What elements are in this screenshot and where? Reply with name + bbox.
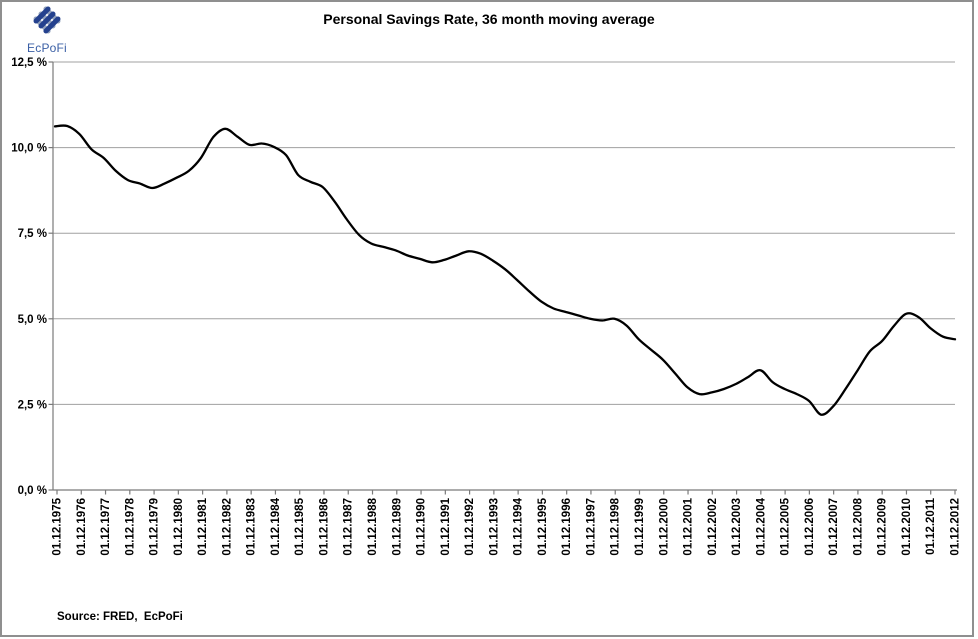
y-axis-label: 0,0 % — [18, 485, 47, 497]
x-axis-label: 01.12.2011 — [925, 497, 937, 555]
ecpofi-logo-icon — [33, 6, 61, 34]
x-axis-label: 01.12.2010 — [901, 498, 913, 556]
x-axis-label: 01.12.1978 — [124, 497, 136, 555]
x-axis-label: 01.12.2009 — [877, 498, 889, 556]
x-axis-label: 01.12.2004 — [755, 497, 767, 555]
x-axis-label: 01.12.2012 — [950, 498, 962, 556]
x-axis-label: 01.12.2008 — [852, 497, 864, 555]
x-axis-label: 01.12.1979 — [149, 498, 161, 556]
x-axis-label: 01.12.1986 — [318, 498, 330, 556]
x-axis-label: 01.12.1982 — [221, 498, 233, 556]
x-axis-label: 01.12.2005 — [780, 497, 792, 555]
x-axis-label: 01.12.2006 — [804, 498, 816, 556]
x-axis-label: 01.12.2002 — [707, 498, 719, 556]
x-axis-label: 01.12.1998 — [610, 497, 622, 555]
x-axis-label: 01.12.1988 — [367, 497, 379, 555]
x-axis-label: 01.12.1977 — [100, 498, 112, 556]
chart-title: Personal Savings Rate, 36 month moving a… — [323, 11, 655, 27]
x-axis-label: 01.12.1993 — [488, 498, 500, 556]
x-axis-label: 01.12.1990 — [416, 498, 428, 556]
x-axis-label: 01.12.1991 — [440, 497, 452, 555]
x-axis-label: 01.12.2007 — [828, 498, 840, 556]
x-axis-label: 01.12.1983 — [246, 498, 258, 556]
x-axis-label: 01.12.1981 — [197, 497, 209, 555]
y-axis-label: 5,0 % — [18, 314, 47, 326]
x-axis-label: 01.12.1996 — [561, 498, 573, 556]
x-axis-label: 01.12.1989 — [391, 498, 403, 556]
source-note: Source: FRED, EcPoFi — [57, 611, 183, 623]
logo: EcPoFi — [17, 3, 77, 55]
y-axis-label: 2,5 % — [18, 399, 47, 411]
x-axis-label: 01.12.1992 — [464, 498, 476, 556]
x-axis-label: 01.12.1984 — [270, 497, 282, 555]
x-axis-label: 01.12.1995 — [537, 497, 549, 555]
series-line — [53, 124, 957, 416]
x-axis-label: 01.12.2003 — [731, 498, 743, 556]
y-axis-label: 10,0 % — [11, 143, 47, 155]
x-axis-label: 01.12.1997 — [585, 498, 597, 556]
x-axis-label: 01.12.1994 — [513, 497, 525, 555]
x-axis-label: 01.12.2001 — [683, 497, 695, 555]
logo-text: EcPoFi — [27, 41, 67, 55]
x-axis-label: 01.12.1975 — [52, 497, 64, 555]
x-axis-label: 01.12.1987 — [343, 498, 355, 556]
y-axis-label: 12,5 % — [11, 57, 47, 69]
x-axis-label: 01.12.1985 — [294, 497, 306, 555]
x-axis-label: 01.12.1980 — [173, 498, 185, 556]
x-axis-label: 01.12.2000 — [658, 498, 670, 556]
x-axis-label: 01.12.1999 — [634, 498, 646, 556]
y-axis-label: 7,5 % — [18, 228, 47, 240]
x-axis-label: 01.12.1976 — [76, 498, 88, 556]
